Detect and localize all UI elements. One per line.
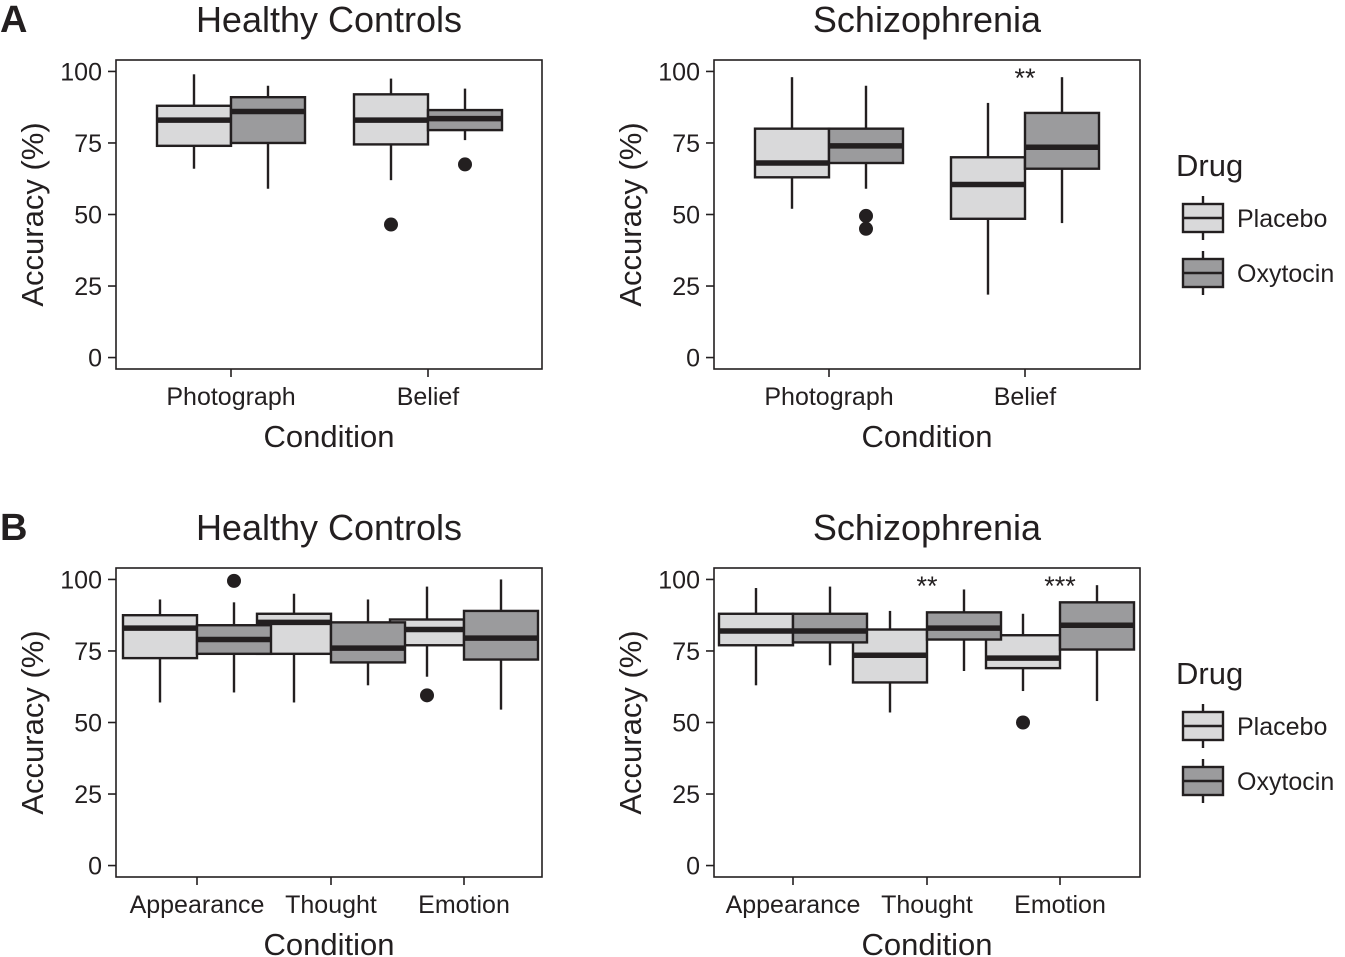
x-tick-label: Thought <box>881 891 973 919</box>
legends: Drug Placebo Oxytocin Drug Placebo Oxytocin <box>1176 148 1334 803</box>
panel-title: Healthy Controls <box>196 507 462 548</box>
legend-2: Drug Placebo Oxytocin <box>1176 656 1334 803</box>
legend-label: Placebo <box>1237 205 1327 233</box>
oxytocin-box <box>195 573 273 693</box>
oxytocin-box <box>827 85 905 236</box>
y-tick-label: 25 <box>74 781 102 809</box>
panel-1: Healthy Controls 0 25 50 75 100 Accuracy (%) Ph… <box>15 0 543 454</box>
significance-marker: ** <box>1014 63 1036 93</box>
y-tick-label: 25 <box>672 273 700 301</box>
oxytocin-box <box>925 589 1003 671</box>
box-iqr <box>462 609 540 661</box>
x-tick-label: Photograph <box>166 383 295 411</box>
box-iqr <box>1023 111 1101 170</box>
placebo-box <box>753 77 831 209</box>
legend-title: Drug <box>1176 148 1243 183</box>
x-axis-label: Condition <box>264 419 395 454</box>
outlier-point <box>859 221 873 236</box>
y-tick-label: 100 <box>658 58 700 86</box>
x-tick-label: Thought <box>285 891 377 919</box>
y-tick-label: 75 <box>672 638 700 666</box>
y-tick-label: 25 <box>672 781 700 809</box>
legend-label: Placebo <box>1237 713 1327 741</box>
y-tick-label: 50 <box>672 202 700 230</box>
placebo-box <box>352 78 430 232</box>
x-tick-label: Photograph <box>764 383 893 411</box>
box-iqr <box>329 621 407 664</box>
outlier-point <box>420 688 434 703</box>
y-tick-label: 75 <box>74 638 102 666</box>
panel-title: Healthy Controls <box>196 0 462 40</box>
y-tick-label: 100 <box>658 566 700 594</box>
placebo-box <box>155 74 233 169</box>
panel-title: Schizophrenia <box>813 507 1042 548</box>
panel-3: Healthy Controls 0 25 50 75 100 Accuracy (%) Ap… <box>15 507 543 957</box>
significance-marker: ** <box>916 571 938 601</box>
x-axis-label: Condition <box>862 927 993 957</box>
outlier-point <box>1016 715 1030 730</box>
oxytocin-box <box>462 579 540 710</box>
placebo-box <box>717 588 795 686</box>
legend-title: Drug <box>1176 656 1243 691</box>
legend-key-oxytocin <box>1181 759 1225 803</box>
y-tick-label: 100 <box>60 58 102 86</box>
legend-1: Drug Placebo Oxytocin <box>1176 148 1334 295</box>
oxytocin-box <box>1023 77 1101 224</box>
x-tick-label: Emotion <box>418 891 510 919</box>
legend-key-placebo <box>1181 196 1225 240</box>
oxytocin-box <box>426 88 504 172</box>
x-tick-label: Belief <box>397 383 460 411</box>
y-tick-label: 0 <box>686 853 700 881</box>
box-iqr <box>229 95 307 145</box>
row-label-a: A <box>0 0 27 41</box>
y-tick-label: 50 <box>672 710 700 738</box>
outlier-point <box>458 157 472 172</box>
y-tick-label: 50 <box>74 202 102 230</box>
plot-border <box>713 59 1141 370</box>
outlier-point <box>859 208 873 223</box>
box-iqr <box>791 612 869 644</box>
significance-marker: *** <box>1044 571 1076 601</box>
y-tick-label: 0 <box>686 345 700 373</box>
y-tick-label: 75 <box>74 130 102 158</box>
panels: Healthy Controls 0 25 50 75 100 Accuracy (%) Ph… <box>15 0 1141 957</box>
y-tick-label: 0 <box>88 853 102 881</box>
row-label-b: B <box>0 507 27 549</box>
placebo-box <box>121 599 199 703</box>
panel-2: Schizophrenia 0 25 50 75 100 Accuracy (%) Photo… <box>613 0 1141 454</box>
x-tick-label: Appearance <box>130 891 265 919</box>
box-iqr <box>121 614 199 660</box>
legend-key-oxytocin <box>1181 251 1225 295</box>
x-tick-label: Belief <box>994 383 1057 411</box>
y-tick-label: 75 <box>672 130 700 158</box>
outlier-point <box>227 573 241 588</box>
box-iqr <box>949 156 1027 220</box>
legend-key-placebo <box>1181 704 1225 748</box>
x-axis-label: Condition <box>264 927 395 957</box>
panel-4: Schizophrenia 0 25 50 75 100 Accuracy (%) Appea… <box>613 507 1141 957</box>
x-axis-label: Condition <box>862 419 993 454</box>
x-tick-label: Appearance <box>726 891 861 919</box>
box-iqr <box>753 127 831 179</box>
legend-label: Oxytocin <box>1237 260 1334 288</box>
y-axis-label: Accuracy (%) <box>613 122 648 306</box>
x-tick-label: Emotion <box>1014 891 1106 919</box>
box-iqr <box>155 104 233 148</box>
y-tick-label: 50 <box>74 710 102 738</box>
oxytocin-box <box>229 85 307 189</box>
panel-title: Schizophrenia <box>813 0 1042 40</box>
legend-label: Oxytocin <box>1237 768 1334 796</box>
oxytocin-box <box>329 599 407 686</box>
y-axis-label: Accuracy (%) <box>15 630 50 814</box>
oxytocin-box <box>791 586 869 666</box>
y-axis-label: Accuracy (%) <box>15 122 50 306</box>
y-tick-label: 100 <box>60 566 102 594</box>
y-tick-label: 25 <box>74 273 102 301</box>
outlier-point <box>384 217 398 232</box>
placebo-box <box>949 102 1027 295</box>
y-tick-label: 0 <box>88 345 102 373</box>
y-axis-label: Accuracy (%) <box>613 630 648 814</box>
oxytocin-box <box>1058 585 1136 702</box>
